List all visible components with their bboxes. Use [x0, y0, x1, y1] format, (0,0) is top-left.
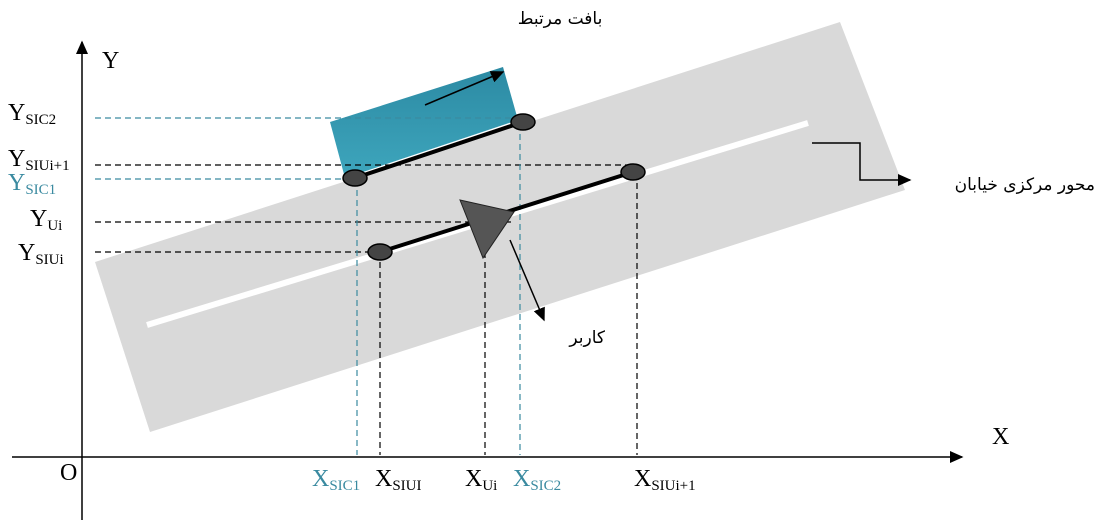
label-sub: SIC1 [25, 182, 56, 198]
layout [12, 22, 964, 520]
axis-label: محور مرکزی خیابان [955, 175, 1095, 195]
context-label: بافت مرتبط [518, 9, 603, 29]
user-label: کاربر [568, 328, 606, 348]
label-main: X [465, 466, 482, 492]
y-axis-label: Y [102, 48, 119, 74]
coord-label: XSIC1 [312, 466, 360, 494]
coord-label: YUi [30, 206, 62, 234]
coord-label: YSIUi [18, 240, 64, 268]
label-main: X [513, 466, 530, 492]
label-main: Y [8, 100, 25, 126]
label-sub: SIUi [35, 252, 63, 268]
label-sub: SIC1 [329, 478, 360, 494]
label-sub: SIC2 [25, 112, 56, 128]
label-sub: SIUi+1 [651, 478, 695, 494]
label-sub: Ui [47, 218, 62, 234]
label-main: Y [8, 146, 25, 172]
label-main: Y [18, 240, 35, 266]
label-main: X [634, 466, 651, 492]
coord-label: YSIC2 [8, 100, 56, 128]
label-main: Y [30, 206, 47, 232]
label-sub: SIUI [392, 478, 421, 494]
label-main: X [312, 466, 329, 492]
coord-label: XUi [465, 466, 497, 494]
label-sub: SIC2 [530, 478, 561, 494]
origin-label: O [60, 460, 77, 486]
label-main: Y [8, 170, 25, 196]
coord-label: XSIUI [375, 466, 422, 494]
coord-label: YSIC1 [8, 170, 56, 198]
label-sub: SIUi+1 [25, 158, 69, 174]
coord-label: XSIC2 [513, 466, 561, 494]
label-main: X [375, 466, 392, 492]
coord-label: YSIUi+1 [8, 146, 70, 174]
x-axis-label: X [992, 424, 1009, 450]
coord-label: XSIUi+1 [634, 466, 696, 494]
label-sub: Ui [482, 478, 497, 494]
